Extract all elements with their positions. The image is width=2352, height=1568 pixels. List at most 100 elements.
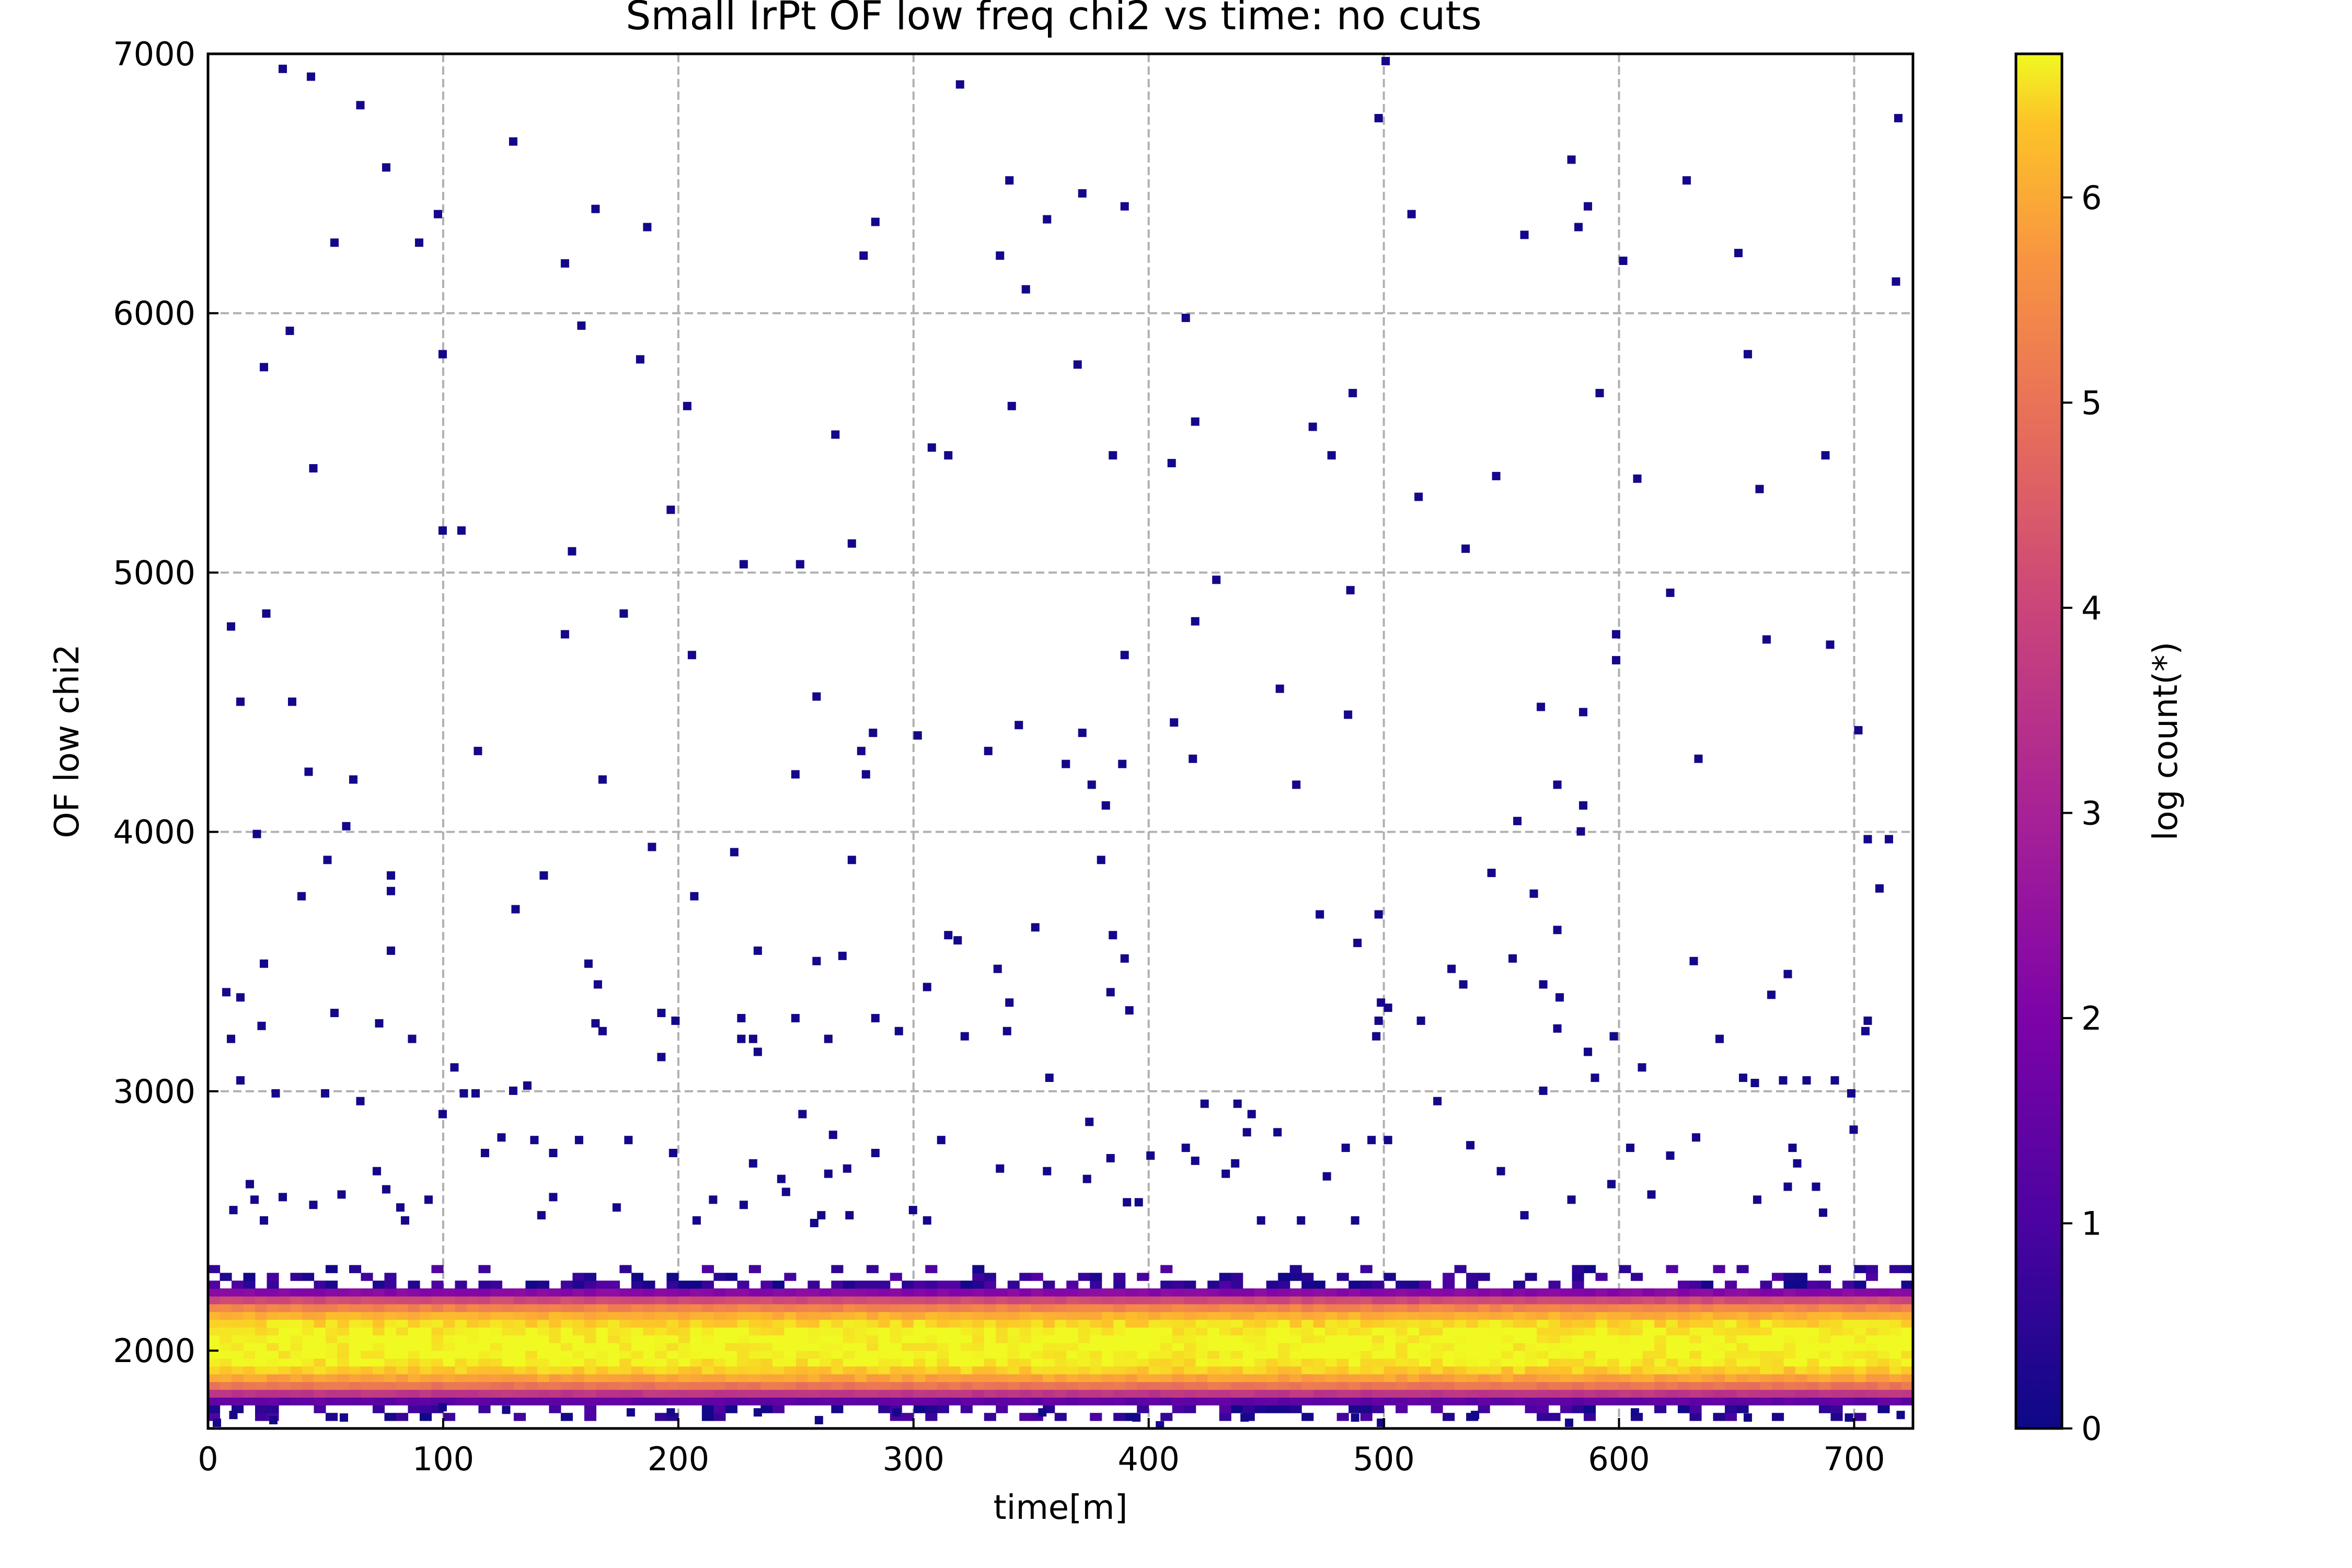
heatmap-cell: [1772, 1389, 1784, 1398]
heatmap-point: [814, 1416, 823, 1425]
heatmap-point: [1327, 451, 1336, 460]
heatmap-cell: [1772, 1381, 1784, 1390]
heatmap-cell: [1748, 1358, 1761, 1367]
heatmap-point: [1739, 1074, 1748, 1082]
heatmap-cell: [795, 1381, 808, 1390]
heatmap-cell: [1595, 1311, 1608, 1320]
heatmap-cell: [607, 1281, 620, 1289]
heatmap-cell: [784, 1273, 797, 1281]
heatmap-cell: [1336, 1311, 1349, 1320]
heatmap-cell: [937, 1281, 949, 1289]
heatmap-cell: [960, 1304, 973, 1312]
heatmap-cell: [725, 1358, 737, 1367]
heatmap-cell: [572, 1366, 585, 1375]
heatmap-cell: [278, 1327, 291, 1335]
heatmap-point: [1348, 389, 1357, 398]
heatmap-cell: [996, 1374, 1008, 1382]
heatmap-cell: [890, 1319, 902, 1328]
heatmap-cell: [537, 1335, 549, 1343]
heatmap-cell: [490, 1335, 503, 1343]
heatmap-cell: [878, 1311, 891, 1320]
heatmap-cell: [267, 1405, 279, 1413]
heatmap-cell: [1160, 1358, 1173, 1367]
heatmap-cell: [1078, 1389, 1090, 1398]
heatmap-cell: [537, 1366, 549, 1375]
heatmap-point: [1812, 1182, 1820, 1191]
heatmap-point: [1863, 835, 1872, 844]
heatmap-cell: [596, 1304, 608, 1312]
heatmap-cell: [290, 1343, 303, 1351]
heatmap-cell: [960, 1288, 973, 1297]
heatmap-cell: [455, 1288, 467, 1297]
heatmap-cell: [349, 1327, 362, 1335]
heatmap-point: [1167, 459, 1176, 468]
heatmap-cell: [1537, 1374, 1549, 1382]
heatmap-cell: [643, 1358, 655, 1367]
heatmap-cell: [654, 1389, 667, 1398]
heatmap-point: [1377, 998, 1386, 1007]
heatmap-point: [1682, 176, 1691, 185]
heatmap-cell: [1431, 1343, 1443, 1351]
heatmap-cell: [1301, 1351, 1314, 1359]
heatmap-cell: [349, 1366, 362, 1375]
x-axis-label: time[m]: [994, 1489, 1128, 1527]
heatmap-cell: [984, 1304, 996, 1312]
heatmap-cell: [1654, 1381, 1667, 1390]
heatmap-cell: [1336, 1366, 1349, 1375]
heatmap-cell: [1877, 1405, 1890, 1413]
heatmap-cell: [949, 1281, 961, 1289]
heatmap-cell: [1490, 1374, 1502, 1382]
heatmap-cell: [1301, 1397, 1314, 1405]
heatmap-cell: [1854, 1381, 1866, 1390]
heatmap-cell: [760, 1374, 773, 1382]
heatmap-cell: [972, 1366, 985, 1375]
heatmap-point: [810, 1218, 818, 1227]
heatmap-cell: [396, 1351, 409, 1359]
heatmap-cell: [231, 1366, 244, 1375]
heatmap-cell: [1689, 1381, 1702, 1390]
heatmap-cell: [1383, 1296, 1396, 1305]
colorbar-gradient: [2016, 54, 2062, 1428]
heatmap-cell: [1160, 1397, 1173, 1405]
heatmap-cell: [878, 1405, 891, 1413]
heatmap-cell: [1336, 1389, 1349, 1398]
heatmap-cell: [372, 1311, 385, 1320]
heatmap-cell: [1736, 1327, 1749, 1335]
heatmap-cell: [1242, 1335, 1255, 1343]
heatmap-cell: [772, 1405, 785, 1413]
heatmap-cell: [490, 1296, 503, 1305]
heatmap-cell: [396, 1327, 409, 1335]
heatmap-cell: [701, 1413, 714, 1421]
heatmap-cell: [1113, 1311, 1126, 1320]
heatmap-cell: [819, 1288, 832, 1297]
heatmap-cell: [819, 1304, 832, 1312]
heatmap-point: [624, 1136, 633, 1145]
heatmap-cell: [737, 1366, 750, 1375]
heatmap-cell: [1619, 1335, 1631, 1343]
heatmap-cell: [243, 1374, 256, 1382]
heatmap-cell: [808, 1366, 820, 1375]
heatmap-cell: [466, 1374, 479, 1382]
heatmap-cell: [937, 1327, 949, 1335]
heatmap-cell: [1736, 1381, 1749, 1390]
heatmap-cell: [808, 1311, 820, 1320]
heatmap-cell: [1254, 1397, 1267, 1405]
heatmap-point: [1256, 1216, 1265, 1225]
heatmap-cell: [1490, 1288, 1502, 1297]
heatmap-cell: [607, 1351, 620, 1359]
heatmap-cell: [325, 1389, 338, 1398]
heatmap-cell: [701, 1397, 714, 1405]
heatmap-cell: [1560, 1374, 1573, 1382]
heatmap-cell: [784, 1374, 797, 1382]
heatmap-point: [549, 1193, 558, 1202]
heatmap-cell: [1160, 1304, 1173, 1312]
heatmap-cell: [560, 1327, 573, 1335]
heatmap-point: [1316, 910, 1324, 919]
heatmap-cell: [1901, 1304, 1913, 1312]
heatmap-cell: [949, 1327, 961, 1335]
heatmap-point: [356, 101, 365, 110]
heatmap-cell: [690, 1351, 702, 1359]
heatmap-point: [1844, 1413, 1853, 1422]
heatmap-cell: [772, 1366, 785, 1375]
heatmap-cell: [1184, 1381, 1196, 1390]
